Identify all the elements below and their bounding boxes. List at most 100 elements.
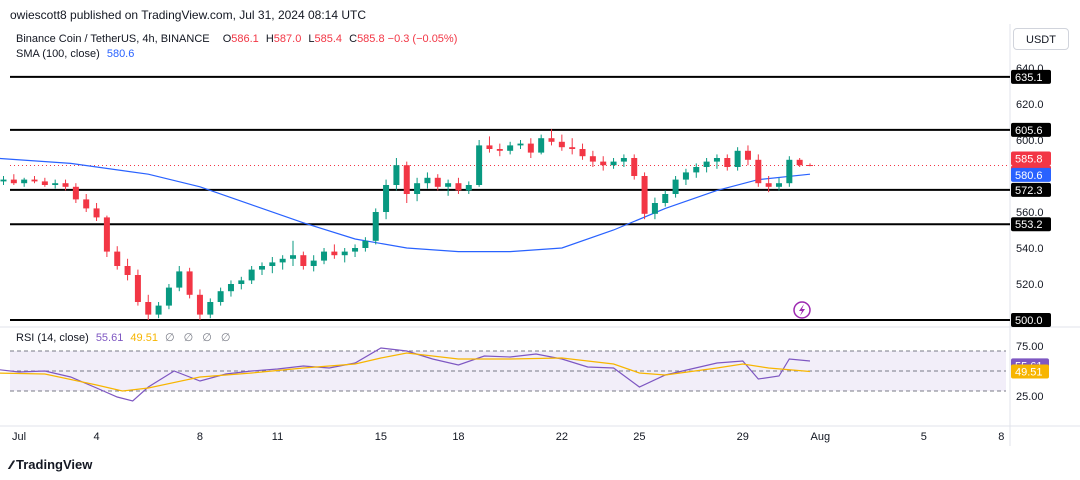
candle[interactable] (755, 154, 762, 187)
candle[interactable] (341, 248, 348, 263)
candle[interactable] (744, 145, 751, 166)
candle[interactable] (476, 140, 483, 187)
candle[interactable] (103, 215, 110, 257)
candle[interactable] (31, 176, 38, 184)
candle[interactable] (21, 177, 28, 187)
x-tick-label: 22 (556, 431, 568, 443)
candle[interactable] (641, 172, 648, 220)
candle[interactable] (196, 289, 203, 320)
candle-body (145, 302, 152, 315)
candle[interactable] (124, 258, 131, 281)
candle[interactable] (672, 176, 679, 198)
rsi-legend: RSI (14, close) 55.61 49.51 ∅ ∅ ∅ ∅ (16, 331, 234, 344)
candle[interactable] (496, 143, 503, 157)
candle[interactable] (10, 174, 17, 185)
candle[interactable] (258, 262, 265, 275)
candle[interactable] (72, 183, 79, 203)
candle[interactable] (321, 248, 328, 265)
candle[interactable] (414, 177, 421, 202)
candle[interactable] (651, 197, 658, 220)
candle[interactable] (786, 156, 793, 187)
candle[interactable] (558, 134, 565, 151)
candle[interactable] (227, 280, 234, 297)
candle[interactable] (486, 136, 493, 153)
candle[interactable] (279, 255, 286, 270)
candle[interactable] (796, 158, 803, 167)
candle[interactable] (134, 269, 141, 306)
rsi-ma-line[interactable] (0, 352, 811, 392)
event-marker[interactable] (793, 301, 811, 319)
candle[interactable] (383, 179, 390, 220)
candle[interactable] (703, 158, 710, 173)
candle[interactable] (631, 154, 638, 180)
candle[interactable] (0, 176, 7, 185)
candle[interactable] (465, 181, 472, 194)
candle-body (765, 183, 772, 187)
candle[interactable] (186, 267, 193, 299)
candle[interactable] (352, 244, 359, 257)
symbol-title[interactable]: Binance Coin / TetherUS, 4h, BINANCE (16, 33, 210, 45)
currency-button[interactable]: USDT (1013, 28, 1069, 50)
candle[interactable] (600, 156, 607, 171)
candle[interactable] (52, 179, 59, 189)
candle[interactable] (662, 190, 669, 207)
candle[interactable] (445, 179, 452, 196)
price-label-badge: 580.6 (1011, 167, 1051, 182)
candle[interactable] (62, 179, 69, 191)
candle[interactable] (569, 138, 576, 155)
candle[interactable] (145, 294, 152, 320)
svg-text:635.1: 635.1 (1015, 72, 1043, 84)
candle[interactable] (362, 237, 369, 252)
candle[interactable] (620, 154, 627, 167)
candle[interactable] (41, 177, 48, 187)
rsi-label[interactable]: RSI (14, close) (16, 332, 89, 344)
candle[interactable] (310, 255, 317, 272)
candle[interactable] (300, 251, 307, 270)
candle[interactable] (538, 134, 545, 155)
candle[interactable] (579, 143, 586, 160)
candle[interactable] (248, 266, 255, 284)
candle-body (52, 183, 59, 185)
candle[interactable] (434, 174, 441, 191)
tradingview-logo[interactable]: ⁄⁄ TradingView (10, 457, 92, 472)
candle[interactable] (217, 287, 224, 306)
candle[interactable] (734, 147, 741, 171)
candle[interactable] (331, 244, 338, 259)
candle[interactable] (83, 194, 90, 212)
candle[interactable] (589, 150, 596, 167)
candle[interactable] (724, 154, 731, 171)
candle[interactable] (207, 298, 214, 319)
candle[interactable] (610, 158, 617, 169)
candle[interactable] (403, 161, 410, 203)
sma-line[interactable] (0, 157, 811, 253)
candle[interactable] (155, 302, 162, 319)
candle[interactable] (713, 154, 720, 169)
candle[interactable] (775, 177, 782, 191)
candle[interactable] (393, 158, 400, 191)
candle[interactable] (372, 208, 379, 245)
candle[interactable] (507, 141, 514, 155)
candle-body (83, 199, 90, 209)
candle[interactable] (517, 140, 524, 149)
candle[interactable] (765, 176, 772, 193)
candle[interactable] (455, 177, 462, 194)
candle[interactable] (548, 129, 555, 146)
candle[interactable] (93, 203, 100, 221)
sma-label[interactable]: SMA (100, close) (16, 48, 100, 60)
candle[interactable] (165, 284, 172, 310)
candle[interactable] (114, 246, 121, 270)
candle[interactable] (238, 276, 245, 290)
candle[interactable] (176, 266, 183, 292)
candle[interactable] (290, 240, 297, 266)
candle-body (558, 141, 565, 148)
candle[interactable] (269, 257, 276, 274)
y-tick-label: 600.0 (1016, 135, 1044, 147)
candle[interactable] (807, 163, 814, 167)
candle[interactable] (693, 163, 700, 178)
rsi-line[interactable] (0, 347, 811, 402)
x-tick-label: 11 (272, 431, 283, 443)
candle[interactable] (424, 172, 431, 189)
candle[interactable] (682, 168, 689, 185)
candle[interactable] (527, 138, 534, 158)
